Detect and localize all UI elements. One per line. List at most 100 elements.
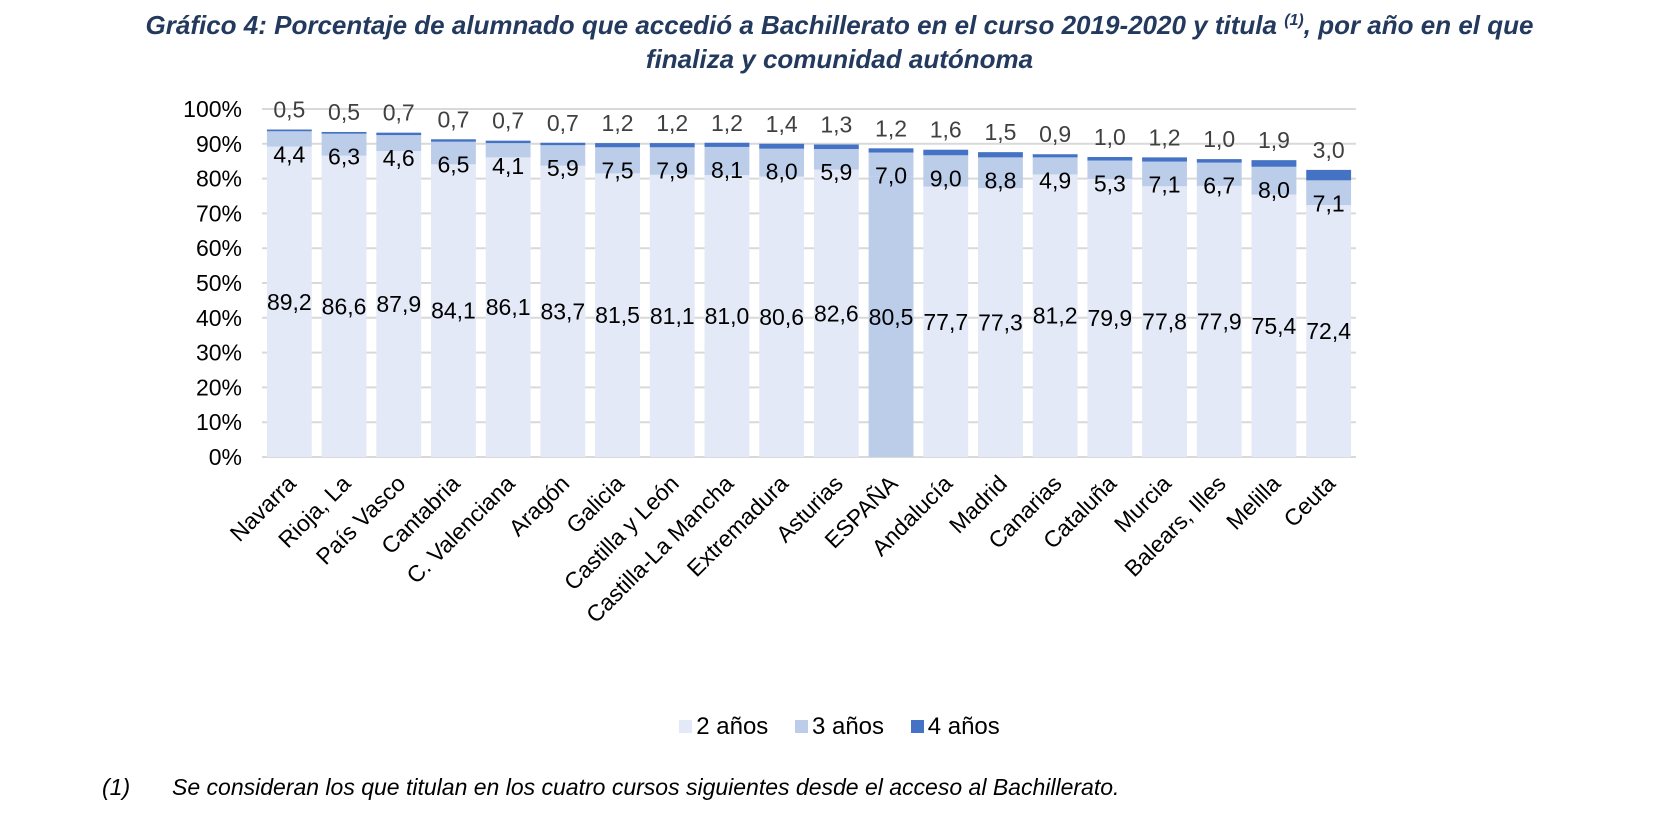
bar-segment-4-anos [1306,169,1352,181]
bar-segment-2-anos [376,151,422,457]
bar-segment-3-anos [595,147,640,174]
bar-segment-2-anos [1196,185,1242,457]
data-label-3-anos: 5,9 [820,159,852,185]
data-label-2-anos: 81,2 [1033,303,1078,329]
bar-segment-4-anos [649,143,695,148]
data-label-2-anos: 89,2 [267,289,312,315]
legend-label: 4 años [927,712,1000,740]
bar-segment-3-anos [1196,162,1242,186]
bar-segment-4-anos [759,143,805,149]
bar-segment-3-anos [978,157,1023,188]
data-label-3-anos: 4,6 [383,145,415,171]
data-label-4-anos: 1,0 [1094,124,1126,150]
bar-segment-2-anos [704,175,750,457]
legend-item-3-anos: 3 años [794,712,885,741]
bar-segment-3-anos [540,145,586,166]
data-label-4-anos: 1,9 [1258,127,1290,153]
bars [266,129,1352,458]
data-label-4-anos: 0,5 [328,99,360,125]
legend-item-2-anos: 2 años [679,713,768,741]
bar-segment-3-anos [1032,157,1078,175]
data-label-3-anos: 6,3 [328,144,360,170]
bar-segment-2-anos [595,173,640,457]
data-label-3-anos: 6,7 [1203,173,1235,199]
bar-segment-2-anos [321,155,367,457]
chart-title: Gráfico 4: Porcentaje de alumnado que ac… [0,8,1679,76]
data-label-3-anos: 7,1 [1313,190,1345,216]
bar-segment-4-anos [595,143,640,148]
legend: 2 años 3 años 4 años [0,712,1679,741]
data-label-2-anos: 87,9 [376,291,421,317]
bar-segment-3-anos [485,143,531,158]
title-text-end: , por año en el que [1303,10,1534,40]
bar-segment-3-anos [1306,180,1352,206]
y-tick-label: 60% [196,235,242,261]
data-label-3-anos: 7,1 [1149,172,1181,198]
gridlines [262,108,1356,458]
bar-segment-2-anos [1032,174,1078,457]
data-label-4-anos: 0,5 [273,97,305,123]
y-tick-label: 100% [183,96,242,122]
bar-segment-3-anos [1251,166,1297,195]
data-label-3-anos: 7,9 [656,157,688,183]
bar-segment-2-anos [759,176,805,457]
data-label-2-anos: 77,8 [1142,309,1187,335]
bar-segment-3-anos [649,147,695,175]
data-label-3-anos: 8,1 [711,157,743,183]
y-tick-label: 20% [196,374,242,400]
data-label-2-anos: 75,4 [1252,313,1297,339]
data-label-2-anos: 81,1 [650,303,695,329]
legend-swatch [679,720,693,733]
data-label-2-anos: 81,0 [705,303,750,329]
bar-segment-4-anos [1032,154,1078,158]
bar-segment-2-anos [868,176,914,458]
bar-segment-4-anos [1196,159,1242,163]
data-label-2-anos: 72,4 [1306,318,1351,344]
stacked-bar-chart: 0% 10% 20% 30% 40% 50% 60% 70% 80% 90% 100% 89,2 4,… [183,96,1356,628]
bar-segment-2-anos [485,157,531,457]
bar-segment-3-anos [1142,161,1187,187]
bar-segment-3-anos [376,135,422,152]
data-label-4-anos: 0,7 [437,106,469,132]
data-label-2-anos: 82,6 [814,300,859,326]
x-tick-label: Melilla [1221,470,1286,535]
bar-segment-2-anos [431,164,476,457]
data-label-3-anos: 8,0 [1258,177,1290,203]
bar-segment-2-anos [540,165,586,457]
bar-segment-4-anos [485,140,531,144]
data-label-2-anos: 80,6 [759,304,804,330]
bar-segment-3-anos [1087,160,1133,179]
data-label-2-anos: 77,9 [1197,308,1242,334]
y-tick-label: 70% [196,200,242,226]
bar-segment-4-anos [540,142,586,146]
legend-swatch [910,720,924,733]
bar-segment-3-anos [923,155,969,187]
legend-label: 2 años [696,712,769,740]
data-label-3-anos: 4,4 [273,141,305,167]
data-label-3-anos: 8,8 [984,167,1016,193]
bar-segment-4-anos [321,131,367,134]
data-label-2-anos: 83,7 [540,298,585,324]
bar-segment-3-anos [813,149,859,170]
y-tick-label: 90% [196,131,242,157]
data-label-4-anos: 1,5 [984,119,1016,145]
footnote-text: Se consideran los que titulan en los cua… [172,774,1120,800]
data-label-4-anos: 1,6 [930,117,962,143]
bar-segment-4-anos [704,142,750,147]
x-tick-label: Ceuta [1278,470,1340,532]
bar-segment-3-anos [704,146,750,176]
data-label-4-anos: 1,2 [656,110,688,136]
data-label-2-anos: 86,1 [486,294,531,320]
data-label-3-anos: 9,0 [930,165,962,191]
data-label-2-anos: 84,1 [431,298,476,324]
data-label-4-anos: 1,2 [1149,124,1181,150]
bar-segment-4-anos [376,132,422,136]
legend-label: 3 años [811,712,885,740]
bar-segment-4-anos [431,139,476,142]
data-labels: 89,2 4,4 0,5 86,6 6,3 0,5 87,9 4,6 0,7 84,1 6,5 0,7… [267,97,1351,344]
bar-segment-2-anos [1251,194,1297,457]
bar-segment-3-anos [321,133,367,156]
bar-segment-3-anos [759,148,805,177]
footnote-marker: (1) [102,774,131,800]
